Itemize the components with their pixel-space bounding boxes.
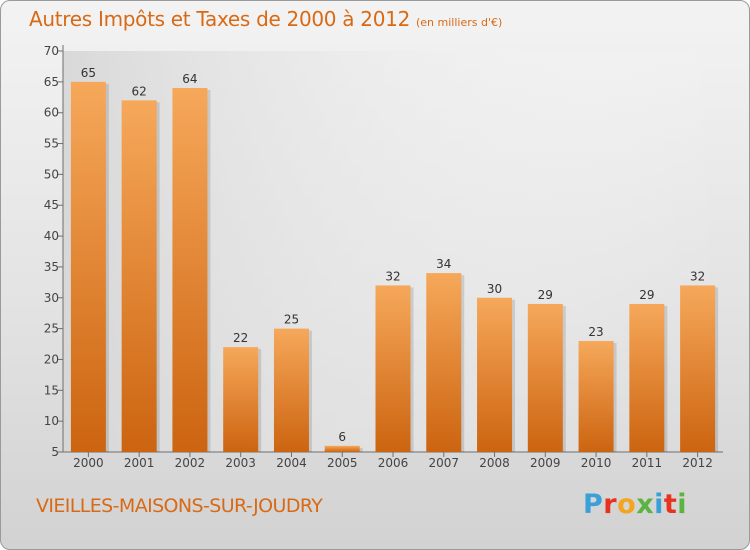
value-label-2009: 29 (538, 288, 553, 302)
x-tick-label-2009: 2009 (530, 456, 561, 470)
x-tick-label-2003: 2003 (225, 456, 256, 470)
value-label-2005: 6 (338, 430, 346, 444)
y-tick-label: 50 (44, 167, 59, 181)
x-tick-label-2010: 2010 (581, 456, 612, 470)
x-tick-label-2006: 2006 (378, 456, 409, 470)
x-tick-label-2011: 2011 (632, 456, 663, 470)
x-tick-label-2000: 2000 (73, 456, 104, 470)
x-tick-label-2001: 2001 (124, 456, 155, 470)
y-tick-label: 45 (44, 198, 59, 212)
chart-title: Autres Impôts et Taxes de 2000 à 2012 (en… (29, 7, 502, 31)
bar-2008 (477, 297, 513, 452)
value-label-2001: 62 (132, 84, 147, 98)
bar-2000 (70, 81, 106, 452)
y-tick-label: 15 (44, 383, 59, 397)
x-tick-label-2005: 2005 (327, 456, 358, 470)
x-tick-label-2002: 2002 (175, 456, 206, 470)
y-tick-label: 60 (44, 106, 59, 120)
y-tick-label: 20 (44, 352, 59, 366)
bar-2005 (324, 445, 360, 452)
y-tick-label: 65 (44, 75, 59, 89)
value-label-2003: 22 (233, 331, 248, 345)
y-tick-label: 40 (44, 229, 59, 243)
bar-2012 (680, 285, 716, 452)
chart-title-text: Autres Impôts et Taxes de 2000 à 2012 (29, 7, 410, 31)
bar-2001 (121, 100, 157, 452)
proxiti-logo: Proxiti (583, 489, 688, 520)
y-tick-label: 70 (44, 44, 59, 58)
bar-2009 (527, 303, 563, 452)
commune-name: VIEILLES-MAISONS-SUR-JOUDRY (36, 495, 323, 517)
value-label-2006: 32 (385, 269, 400, 283)
value-label-2007: 34 (436, 257, 451, 271)
y-tick-label: 35 (44, 260, 59, 274)
value-label-2011: 29 (639, 288, 654, 302)
bar-2010 (578, 340, 614, 452)
value-label-2012: 32 (690, 269, 705, 283)
y-tick-label: 5 (51, 445, 59, 459)
x-tick-label-2007: 2007 (428, 456, 459, 470)
x-tick-label-2012: 2012 (682, 456, 713, 470)
bar-2002 (172, 88, 208, 452)
bar-2004 (273, 328, 309, 452)
bar-2006 (375, 285, 411, 452)
bar-2003 (223, 347, 259, 452)
y-tick-label: 55 (44, 137, 59, 151)
bar-2011 (629, 303, 665, 452)
value-label-2002: 64 (182, 72, 197, 86)
value-label-2010: 23 (588, 325, 603, 339)
x-tick-label-2004: 2004 (276, 456, 307, 470)
y-tick-label: 30 (44, 291, 59, 305)
bar-2007 (426, 273, 462, 452)
chart-subtitle: (en milliers d'€) (416, 16, 503, 29)
value-label-2000: 65 (81, 66, 96, 80)
value-label-2004: 25 (284, 313, 299, 327)
x-tick-label-2008: 2008 (479, 456, 510, 470)
y-tick-label: 10 (44, 414, 59, 428)
value-label-2008: 30 (487, 282, 502, 296)
y-tick-label: 25 (44, 322, 59, 336)
